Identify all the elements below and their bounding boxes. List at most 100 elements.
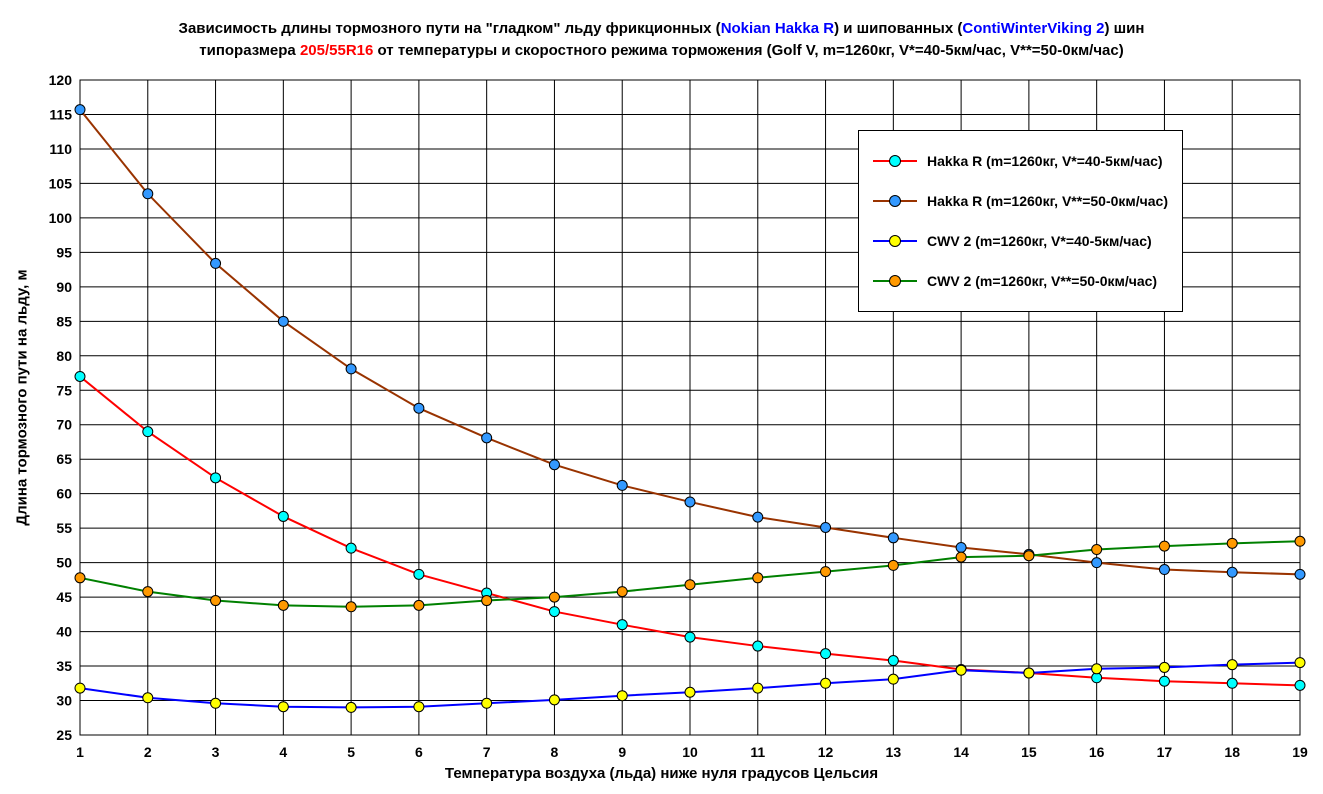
- legend: Hakka R (m=1260кг, V*=40-5км/час) Hakka R…: [858, 130, 1183, 312]
- series-marker-cwv_40: [549, 695, 559, 705]
- series-marker-hakka_50: [685, 497, 695, 507]
- series-marker-cwv_40: [1024, 668, 1034, 678]
- y-tick-label: 95: [56, 244, 72, 260]
- series-marker-cwv_50: [278, 600, 288, 610]
- series-marker-hakka_50: [888, 533, 898, 543]
- x-tick-label: 13: [886, 744, 902, 760]
- series-marker-cwv_40: [956, 665, 966, 675]
- y-tick-label: 100: [49, 210, 73, 226]
- series-marker-cwv_40: [211, 698, 221, 708]
- series-marker-hakka_50: [1159, 565, 1169, 575]
- legend-swatch: [873, 151, 917, 171]
- y-tick-label: 60: [56, 486, 72, 502]
- x-tick-label: 1: [76, 744, 84, 760]
- y-tick-label: 25: [56, 727, 72, 743]
- series-marker-hakka_40: [753, 641, 763, 651]
- x-tick-label: 8: [551, 744, 559, 760]
- series-marker-hakka_50: [956, 542, 966, 552]
- y-tick-label: 40: [56, 624, 72, 640]
- y-tick-label: 55: [56, 520, 72, 536]
- y-tick-label: 85: [56, 313, 72, 329]
- x-tick-label: 11: [750, 744, 765, 760]
- x-axis-label-text: Температура воздуха (льда) ниже нуля гра…: [445, 765, 878, 782]
- series-marker-hakka_40: [414, 569, 424, 579]
- series-marker-cwv_40: [685, 687, 695, 697]
- series-marker-cwv_40: [346, 702, 356, 712]
- series-marker-cwv_40: [1227, 660, 1237, 670]
- y-axis-label-text: Длина тормозного пути на льду, м: [14, 269, 31, 525]
- x-tick-label: 17: [1157, 744, 1173, 760]
- y-tick-label: 80: [56, 348, 72, 364]
- series-marker-hakka_40: [821, 649, 831, 659]
- series-marker-hakka_50: [753, 512, 763, 522]
- series-marker-cwv_40: [821, 678, 831, 688]
- legend-swatch: [873, 271, 917, 291]
- legend-label: CWV 2 (m=1260кг, V**=50-0км/час): [927, 273, 1157, 289]
- x-tick-label: 10: [682, 744, 698, 760]
- series-marker-hakka_50: [211, 258, 221, 268]
- series-marker-hakka_50: [549, 460, 559, 470]
- x-axis-label: Температура воздуха (льда) ниже нуля гра…: [0, 765, 1323, 782]
- legend-label: Hakka R (m=1260кг, V**=50-0км/час): [927, 193, 1168, 209]
- x-tick-label: 7: [483, 744, 491, 760]
- legend-item: CWV 2 (m=1260кг, V**=50-0км/час): [873, 261, 1168, 301]
- series-marker-cwv_40: [414, 702, 424, 712]
- series-marker-cwv_50: [75, 573, 85, 583]
- y-tick-label: 45: [56, 589, 72, 605]
- series-marker-hakka_40: [278, 511, 288, 521]
- series-marker-cwv_50: [346, 602, 356, 612]
- y-tick-label: 90: [56, 279, 72, 295]
- series-marker-cwv_50: [1024, 551, 1034, 561]
- series-marker-cwv_50: [211, 596, 221, 606]
- series-marker-hakka_50: [617, 480, 627, 490]
- series-marker-hakka_40: [888, 656, 898, 666]
- series-marker-hakka_40: [1295, 680, 1305, 690]
- series-marker-hakka_50: [1227, 567, 1237, 577]
- series-marker-cwv_50: [1092, 545, 1102, 555]
- series-marker-cwv_40: [888, 674, 898, 684]
- x-tick-label: 9: [618, 744, 626, 760]
- y-tick-label: 75: [56, 382, 72, 398]
- series-marker-cwv_50: [685, 580, 695, 590]
- legend-label: Hakka R (m=1260кг, V*=40-5км/час): [927, 153, 1163, 169]
- series-marker-hakka_40: [685, 632, 695, 642]
- series-marker-cwv_40: [278, 702, 288, 712]
- y-tick-label: 65: [56, 451, 72, 467]
- series-marker-cwv_40: [143, 693, 153, 703]
- series-marker-cwv_50: [414, 600, 424, 610]
- series-marker-cwv_50: [1227, 538, 1237, 548]
- series-marker-hakka_40: [1227, 678, 1237, 688]
- y-axis-label: Длина тормозного пути на льду, м: [12, 0, 32, 794]
- series-marker-hakka_50: [1295, 569, 1305, 579]
- series-marker-cwv_50: [956, 552, 966, 562]
- series-marker-cwv_40: [482, 698, 492, 708]
- y-tick-label: 115: [49, 106, 72, 122]
- x-tick-label: 6: [415, 744, 423, 760]
- y-tick-label: 35: [56, 658, 72, 674]
- series-marker-cwv_50: [888, 560, 898, 570]
- series-marker-cwv_40: [617, 691, 627, 701]
- chart-root: Зависимость длины тормозного пути на "гл…: [0, 0, 1323, 794]
- series-marker-hakka_50: [75, 105, 85, 115]
- series-marker-cwv_40: [1092, 664, 1102, 674]
- x-tick-label: 4: [279, 744, 287, 760]
- series-marker-cwv_40: [75, 683, 85, 693]
- y-tick-label: 120: [49, 72, 73, 88]
- series-marker-hakka_50: [482, 433, 492, 443]
- legend-item: Hakka R (m=1260кг, V*=40-5км/час): [873, 141, 1168, 181]
- series-marker-hakka_50: [278, 316, 288, 326]
- series-marker-cwv_40: [1295, 658, 1305, 668]
- series-marker-hakka_40: [346, 543, 356, 553]
- series-marker-hakka_40: [143, 427, 153, 437]
- legend-label: CWV 2 (m=1260кг, V*=40-5км/час): [927, 233, 1152, 249]
- x-tick-label: 5: [347, 744, 355, 760]
- series-marker-cwv_40: [753, 683, 763, 693]
- series-marker-cwv_50: [143, 587, 153, 597]
- y-tick-label: 50: [56, 555, 72, 571]
- legend-swatch: [873, 191, 917, 211]
- series-marker-hakka_40: [211, 473, 221, 483]
- chart-plot: 1234567891011121314151617181925303540455…: [0, 0, 1323, 794]
- series-marker-hakka_50: [821, 522, 831, 532]
- series-marker-hakka_40: [1159, 676, 1169, 686]
- legend-swatch: [873, 231, 917, 251]
